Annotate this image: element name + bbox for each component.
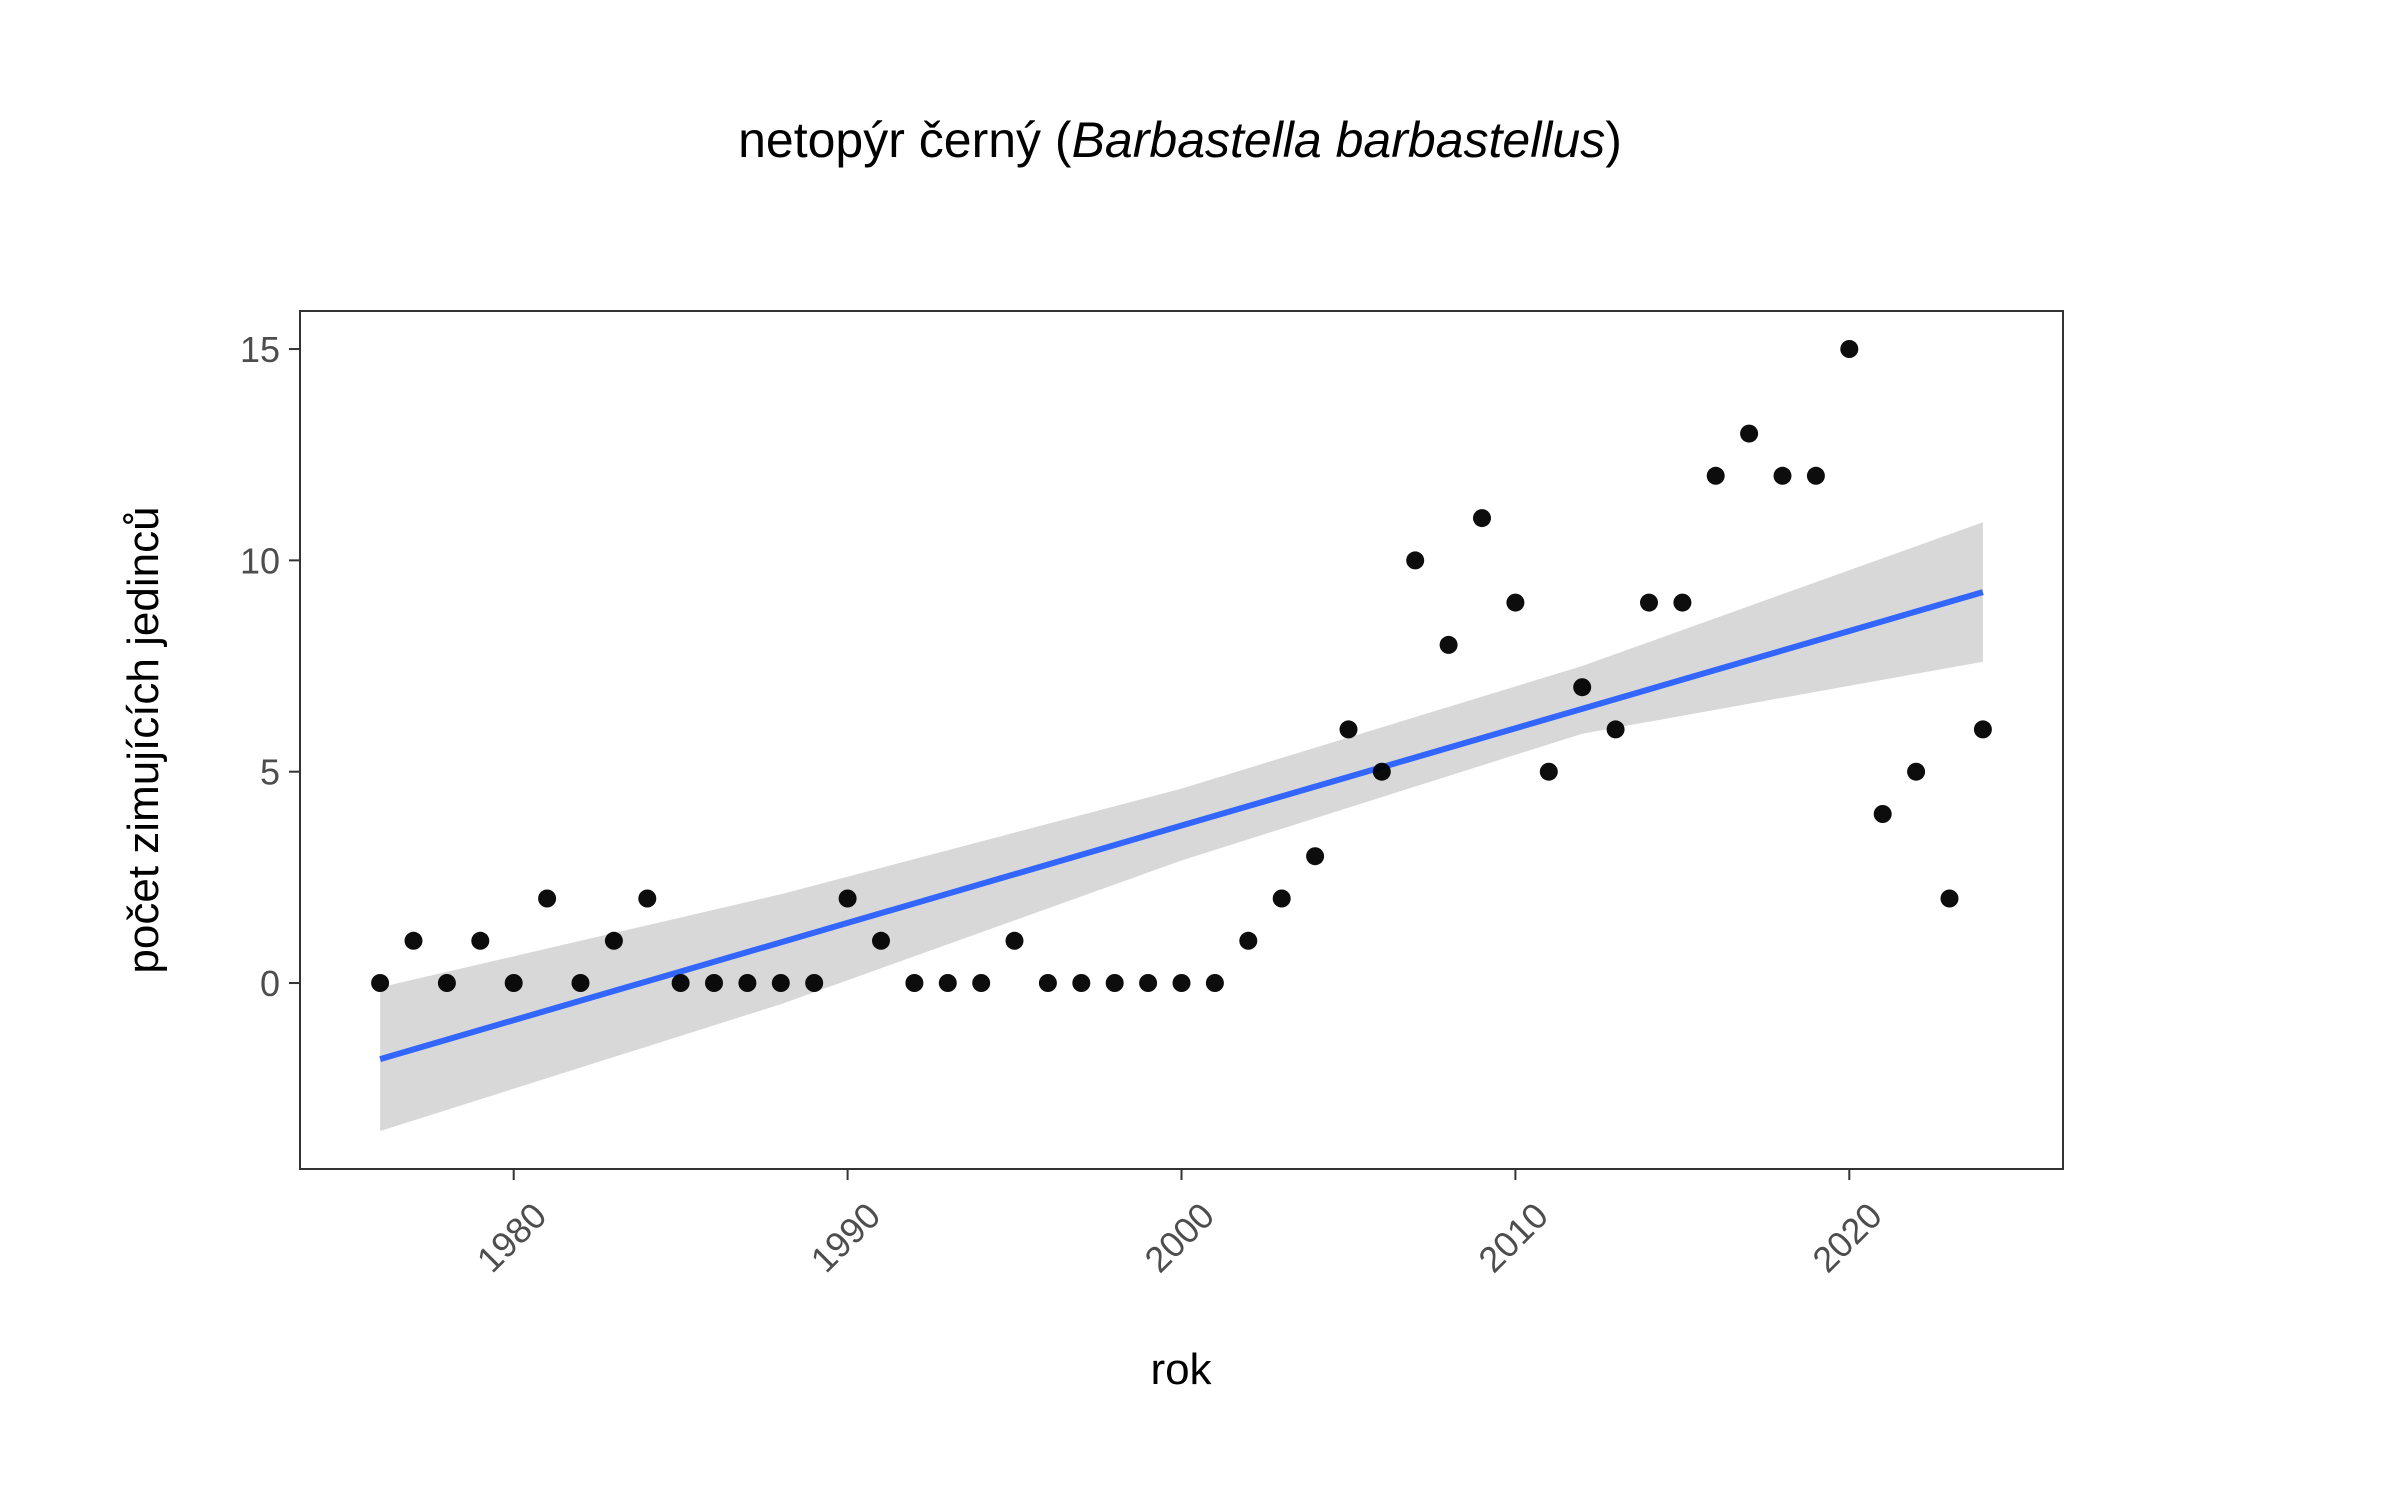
x-tick-label: 2000 xyxy=(1136,1195,1222,1281)
data-point xyxy=(1172,974,1191,992)
data-points-layer xyxy=(371,340,1992,992)
data-point xyxy=(771,974,790,992)
data-point xyxy=(1740,424,1759,443)
data-point xyxy=(638,889,657,908)
chart-title: netopýr černý (Barbastella barbastellus) xyxy=(738,112,1622,168)
data-point xyxy=(905,974,924,992)
data-point xyxy=(1606,720,1625,739)
data-point xyxy=(705,974,723,992)
y-axis: 0 5 10 15 xyxy=(240,329,300,1004)
x-tick-label: 2020 xyxy=(1804,1195,1890,1281)
data-point xyxy=(972,974,991,992)
data-point xyxy=(604,931,623,950)
data-point xyxy=(1573,678,1592,697)
data-point xyxy=(838,889,857,908)
data-point xyxy=(1372,762,1391,781)
y-tick-label: 0 xyxy=(260,963,280,1004)
data-point xyxy=(1473,509,1491,528)
data-point xyxy=(1272,889,1291,908)
data-point xyxy=(1506,593,1525,612)
data-point xyxy=(404,931,423,950)
data-point xyxy=(1239,931,1258,950)
data-point xyxy=(471,931,490,950)
data-point xyxy=(1539,762,1558,781)
chart-title-prefix: netopýr černý ( xyxy=(738,112,1072,168)
y-tick-label: 5 xyxy=(260,752,280,793)
x-tick-label: 2010 xyxy=(1470,1195,1556,1281)
data-point xyxy=(1640,593,1658,612)
data-point xyxy=(1940,889,1959,908)
data-point xyxy=(1873,805,1892,823)
x-tick-label: 1990 xyxy=(803,1195,889,1281)
x-axis-title: rok xyxy=(1150,1345,1212,1394)
data-point xyxy=(1706,466,1725,485)
data-point xyxy=(571,974,590,992)
trend-line-layer xyxy=(379,589,1984,1062)
data-point xyxy=(1072,974,1091,992)
data-point xyxy=(1038,974,1057,992)
data-point xyxy=(805,974,824,992)
data-point xyxy=(1673,593,1692,612)
data-point xyxy=(1840,340,1859,358)
data-point xyxy=(738,974,757,992)
data-point xyxy=(1205,974,1224,992)
chart-title-suffix: ) xyxy=(1605,112,1622,168)
data-point xyxy=(538,889,557,908)
y-tick-label: 10 xyxy=(240,540,280,581)
data-point xyxy=(504,974,523,992)
data-point xyxy=(371,974,390,992)
data-point xyxy=(1139,974,1158,992)
data-point xyxy=(938,974,957,992)
data-point xyxy=(1306,847,1325,866)
data-point xyxy=(872,931,890,950)
data-point xyxy=(1406,551,1425,570)
data-point xyxy=(1973,720,1992,739)
data-point xyxy=(1907,762,1926,781)
data-point xyxy=(1339,720,1358,739)
data-point xyxy=(1105,974,1124,992)
y-axis-title: počet zimujících jedinců xyxy=(119,506,168,973)
chart-title-species: Barbastella barbastellus xyxy=(1072,112,1606,168)
data-point xyxy=(1005,931,1024,950)
data-point xyxy=(671,974,690,992)
x-axis: 1980 1990 2000 2010 2020 xyxy=(469,1169,1890,1280)
data-point xyxy=(1773,466,1792,485)
data-point xyxy=(437,974,456,992)
data-point xyxy=(1439,635,1458,654)
y-tick-label: 15 xyxy=(240,329,280,370)
trend-line xyxy=(379,589,1984,1062)
x-tick-label: 1980 xyxy=(469,1195,555,1281)
data-point xyxy=(1806,466,1825,485)
